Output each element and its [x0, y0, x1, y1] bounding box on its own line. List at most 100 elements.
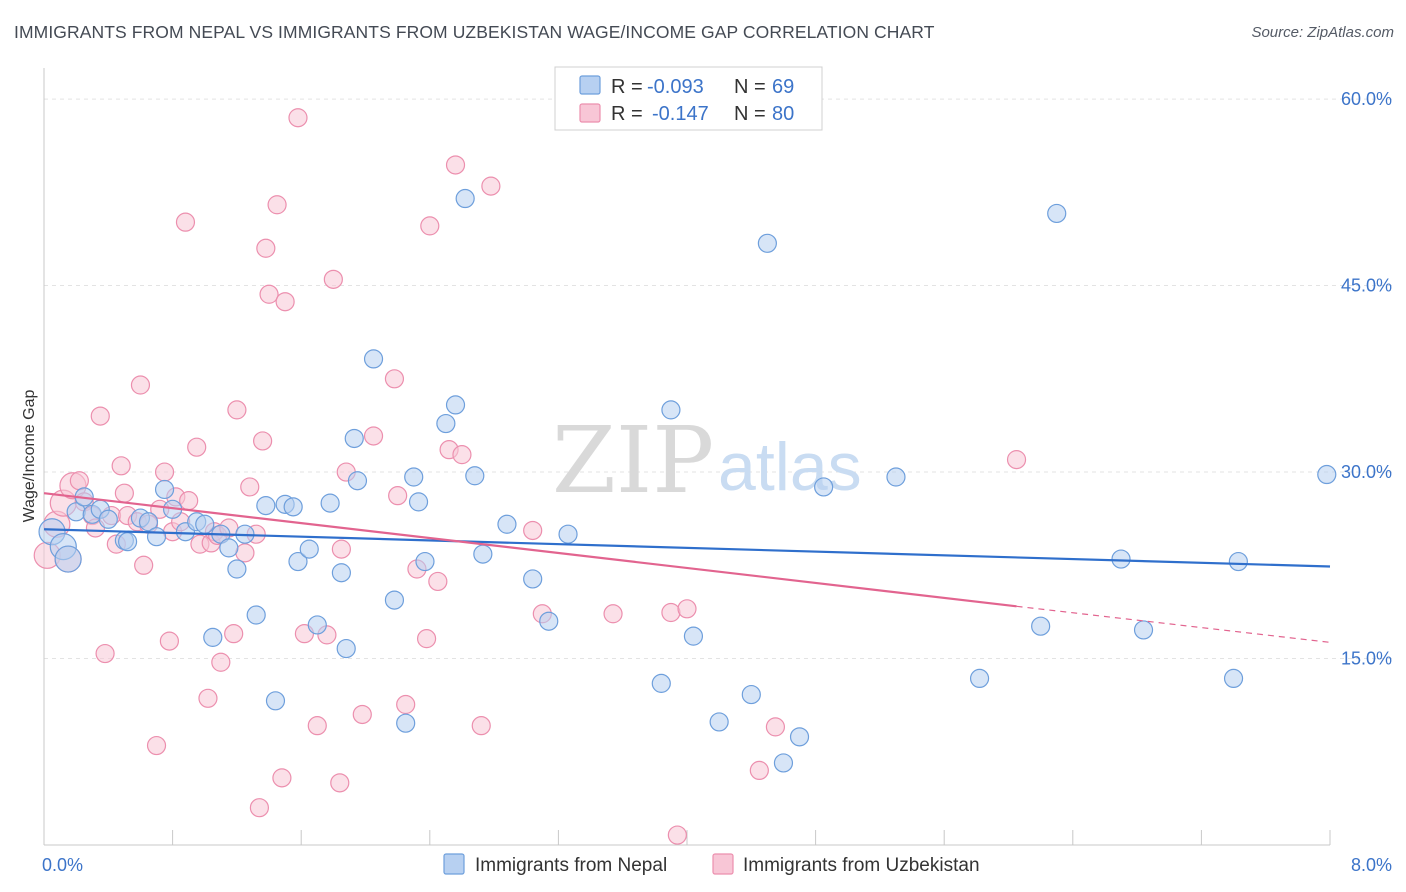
nepal-point[interactable]	[1047, 203, 1067, 224]
uzbekistan-point[interactable]	[224, 624, 244, 644]
nepal-point[interactable]	[661, 400, 681, 420]
uzbekistan-point[interactable]	[130, 375, 151, 395]
uzbekistan-point[interactable]	[765, 717, 786, 737]
uzbekistan-point[interactable]	[275, 292, 295, 312]
nepal-point[interactable]	[969, 668, 990, 689]
nepal-point[interactable]	[683, 626, 704, 646]
nepal-point[interactable]	[773, 753, 794, 773]
uzbekistan-point[interactable]	[259, 284, 279, 304]
uzbekistan-point[interactable]	[69, 471, 89, 491]
nepal-point[interactable]	[886, 467, 906, 487]
uzbekistan-point[interactable]	[249, 798, 270, 818]
nepal-point[interactable]	[1223, 668, 1244, 689]
nepal-point[interactable]	[473, 544, 493, 564]
nepal-point[interactable]	[347, 471, 368, 491]
uzbekistan-point[interactable]	[307, 716, 327, 736]
uzbekistan-point[interactable]	[187, 437, 207, 457]
uzbekistan-point[interactable]	[323, 269, 343, 289]
uzbekistan-point[interactable]	[159, 631, 179, 651]
uzbekistan-point[interactable]	[603, 604, 623, 624]
bottom-legend-label-nepal[interactable]: Immigrants from Nepal	[475, 855, 667, 876]
uzbekistan-point[interactable]	[331, 539, 351, 559]
nepal-point[interactable]	[757, 233, 777, 253]
nepal-point[interactable]	[651, 673, 671, 693]
nepal-point[interactable]	[203, 627, 223, 647]
nepal-point[interactable]	[445, 395, 466, 415]
uzbekistan-point[interactable]	[240, 477, 260, 497]
nepal-point[interactable]	[265, 691, 286, 711]
nepal-point[interactable]	[288, 551, 308, 572]
nepal-point[interactable]	[404, 467, 424, 487]
uzbekistan-point[interactable]	[428, 571, 448, 592]
nepal-point[interactable]	[256, 496, 276, 516]
uzbekistan-point[interactable]	[95, 643, 115, 664]
nepal-point[interactable]	[146, 527, 167, 547]
uzbekistan-point[interactable]	[288, 108, 308, 128]
uzbekistan-point[interactable]	[272, 768, 292, 788]
uzbekistan-point[interactable]	[384, 369, 405, 389]
nepal-point[interactable]	[246, 605, 266, 625]
uzbekistan-point[interactable]	[267, 195, 287, 215]
uzbekistan-point[interactable]	[179, 491, 199, 511]
uzbekistan-point[interactable]	[416, 629, 437, 649]
nepal-point[interactable]	[1317, 464, 1337, 485]
nepal-point[interactable]	[415, 551, 435, 572]
nepal-point[interactable]	[1111, 549, 1131, 569]
uzbekistan-point[interactable]	[420, 216, 440, 236]
bottom-legend-swatch-nepal[interactable]	[443, 853, 465, 875]
nepal-point[interactable]	[396, 713, 416, 733]
uzbekistan-point[interactable]	[396, 694, 416, 715]
uzbekistan-point[interactable]	[388, 486, 408, 506]
nepal-point[interactable]	[558, 524, 578, 544]
uzbekistan-point[interactable]	[330, 773, 350, 793]
uzbekistan-point[interactable]	[146, 735, 167, 756]
nepal-point[interactable]	[709, 712, 729, 732]
uzbekistan-point[interactable]	[211, 652, 231, 672]
nepal-point[interactable]	[1133, 620, 1154, 640]
nepal-point[interactable]	[1228, 551, 1248, 572]
uzbekistan-point[interactable]	[667, 825, 687, 845]
nepal-point[interactable]	[455, 188, 475, 209]
nepal-point[interactable]	[138, 512, 159, 532]
nepal-point[interactable]	[219, 538, 239, 558]
uzbekistan-point[interactable]	[175, 212, 196, 232]
uzbekistan-point[interactable]	[90, 406, 110, 426]
nepal-point[interactable]	[195, 514, 215, 534]
nepal-point[interactable]	[408, 492, 429, 512]
uzbekistan-point[interactable]	[363, 426, 384, 446]
uzbekistan-point[interactable]	[523, 520, 543, 541]
uzbekistan-point[interactable]	[445, 155, 466, 175]
nepal-point[interactable]	[331, 563, 351, 583]
uzbekistan-point[interactable]	[114, 483, 134, 503]
nepal-point[interactable]	[1031, 616, 1051, 636]
uzbekistan-point[interactable]	[198, 688, 218, 708]
nepal-point[interactable]	[336, 638, 356, 659]
uzbekistan-point[interactable]	[352, 704, 372, 725]
nepal-point[interactable]	[283, 497, 303, 517]
uzbekistan-point[interactable]	[134, 555, 154, 575]
uzbekistan-point[interactable]	[1006, 450, 1027, 470]
nepal-point[interactable]	[344, 428, 364, 449]
nepal-point[interactable]	[320, 493, 340, 513]
nepal-point[interactable]	[789, 727, 810, 747]
uzbekistan-point[interactable]	[256, 238, 276, 258]
uzbekistan-point[interactable]	[749, 760, 769, 781]
uzbekistan-point[interactable]	[253, 431, 273, 451]
nepal-point[interactable]	[523, 569, 543, 589]
uzbekistan-point[interactable]	[111, 456, 131, 476]
uzbekistan-point[interactable]	[471, 716, 491, 736]
nepal-point[interactable]	[539, 611, 559, 631]
nepal-point[interactable]	[154, 479, 175, 500]
uzbekistan-point[interactable]	[661, 602, 681, 623]
nepal-point[interactable]	[384, 590, 405, 610]
uzbekistan-point[interactable]	[227, 400, 247, 420]
nepal-point[interactable]	[436, 413, 456, 434]
nepal-point[interactable]	[497, 514, 517, 534]
nepal-point[interactable]	[98, 509, 118, 529]
uzbekistan-point[interactable]	[154, 462, 175, 482]
nepal-point[interactable]	[117, 532, 138, 552]
nepal-point[interactable]	[814, 477, 834, 497]
uzbekistan-point[interactable]	[481, 176, 501, 196]
uzbekistan-point[interactable]	[235, 543, 255, 563]
nepal-point[interactable]	[741, 684, 761, 705]
